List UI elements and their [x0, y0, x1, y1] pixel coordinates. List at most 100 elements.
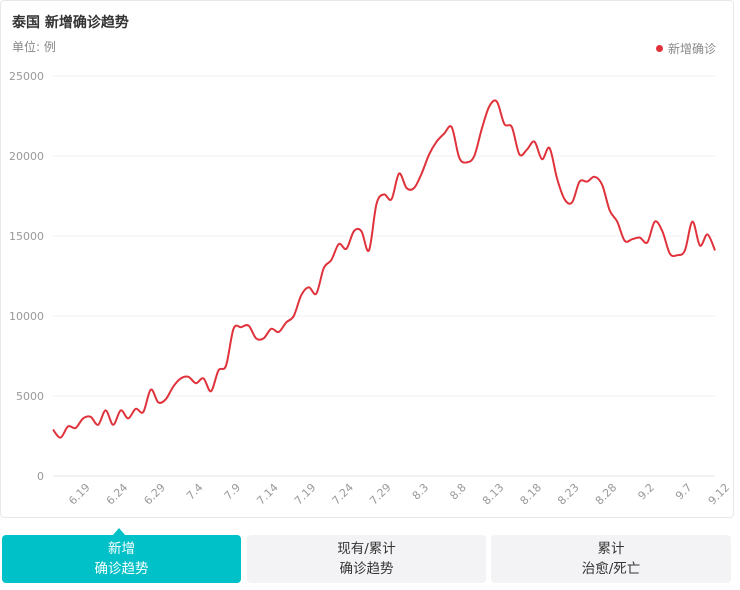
- x-tick-label: 7.4: [184, 481, 206, 503]
- data-point[interactable]: [238, 324, 244, 330]
- data-point[interactable]: [479, 126, 485, 132]
- data-point[interactable]: [697, 243, 703, 249]
- legend-label: 新增确诊: [667, 42, 716, 56]
- data-point[interactable]: [509, 124, 515, 130]
- series-line-new-confirmed[interactable]: [52, 99, 716, 439]
- data-point[interactable]: [667, 251, 673, 257]
- data-point[interactable]: [682, 247, 688, 253]
- data-point[interactable]: [170, 383, 176, 389]
- data-point[interactable]: [539, 156, 545, 162]
- data-point[interactable]: [148, 387, 154, 393]
- data-point[interactable]: [629, 236, 635, 242]
- data-point[interactable]: [569, 199, 575, 205]
- data-point[interactable]: [185, 374, 191, 380]
- data-point[interactable]: [471, 153, 477, 159]
- data-point[interactable]: [524, 147, 530, 153]
- data-point[interactable]: [434, 139, 440, 145]
- data-point[interactable]: [562, 196, 568, 202]
- data-point[interactable]: [216, 367, 222, 373]
- data-point[interactable]: [584, 179, 590, 185]
- data-point[interactable]: [674, 252, 680, 258]
- data-point[interactable]: [456, 155, 462, 161]
- data-point[interactable]: [118, 407, 124, 413]
- data-point[interactable]: [276, 329, 282, 335]
- data-point[interactable]: [268, 326, 274, 332]
- data-point[interactable]: [133, 406, 139, 412]
- data-point[interactable]: [65, 423, 71, 429]
- data-point[interactable]: [321, 265, 327, 271]
- data-point[interactable]: [592, 174, 598, 180]
- data-point[interactable]: [50, 427, 56, 433]
- data-point[interactable]: [494, 99, 500, 105]
- data-point[interactable]: [644, 239, 650, 245]
- data-point[interactable]: [366, 247, 372, 253]
- data-point[interactable]: [464, 159, 470, 165]
- data-point[interactable]: [73, 425, 79, 431]
- chart-card: 泰国 新增确诊趋势 单位: 例 新增确诊 0 5000 10000 15000 2000…: [0, 0, 734, 518]
- data-point[interactable]: [58, 435, 64, 441]
- data-point[interactable]: [343, 246, 349, 252]
- data-point[interactable]: [178, 375, 184, 381]
- data-point[interactable]: [336, 241, 342, 247]
- data-point[interactable]: [231, 326, 237, 332]
- data-point[interactable]: [351, 228, 357, 234]
- data-point[interactable]: [298, 292, 304, 298]
- data-point[interactable]: [441, 131, 447, 137]
- data-point[interactable]: [396, 171, 402, 177]
- data-point[interactable]: [328, 257, 334, 263]
- data-point[interactable]: [652, 219, 658, 225]
- data-point[interactable]: [419, 171, 425, 177]
- data-point[interactable]: [283, 319, 289, 325]
- data-point[interactable]: [246, 323, 252, 329]
- data-point[interactable]: [577, 179, 583, 185]
- data-point[interactable]: [426, 151, 432, 157]
- data-point[interactable]: [103, 407, 109, 413]
- data-point[interactable]: [261, 335, 267, 341]
- data-point[interactable]: [88, 414, 94, 420]
- tab-new-confirmed-trend[interactable]: 新增 确诊趋势: [2, 535, 241, 583]
- data-point[interactable]: [193, 380, 199, 386]
- data-point[interactable]: [110, 422, 116, 428]
- data-point[interactable]: [200, 375, 206, 381]
- data-point[interactable]: [404, 185, 410, 191]
- tab-bar: 新增 确诊趋势 现有/累计 确诊趋势 累计 治愈/死亡: [0, 535, 734, 585]
- data-point[interactable]: [554, 175, 560, 181]
- data-point[interactable]: [155, 399, 161, 405]
- data-point[interactable]: [689, 219, 695, 225]
- data-point[interactable]: [358, 228, 364, 234]
- data-point[interactable]: [704, 231, 710, 237]
- data-point[interactable]: [501, 121, 507, 127]
- tab-label-line1: 累计: [597, 541, 625, 557]
- x-tick-label: 9.12: [706, 481, 733, 508]
- data-point[interactable]: [622, 238, 628, 244]
- data-point[interactable]: [381, 191, 387, 197]
- data-point[interactable]: [291, 313, 297, 319]
- data-point[interactable]: [547, 145, 553, 151]
- data-point[interactable]: [637, 235, 643, 241]
- data-point[interactable]: [659, 228, 665, 234]
- data-point[interactable]: [125, 415, 131, 421]
- data-point[interactable]: [223, 363, 229, 369]
- data-point[interactable]: [712, 247, 718, 253]
- tab-cumulative-recovered-deaths[interactable]: 累计 治愈/死亡: [491, 535, 731, 583]
- legend[interactable]: 新增确诊: [655, 40, 716, 57]
- data-point[interactable]: [607, 207, 613, 213]
- data-point[interactable]: [80, 415, 86, 421]
- data-point[interactable]: [531, 139, 537, 145]
- data-point[interactable]: [163, 396, 169, 402]
- data-point[interactable]: [253, 335, 259, 341]
- data-point[interactable]: [599, 182, 605, 188]
- data-point[interactable]: [95, 422, 101, 428]
- data-point[interactable]: [449, 124, 455, 130]
- data-point[interactable]: [306, 284, 312, 290]
- data-point[interactable]: [389, 196, 395, 202]
- data-point[interactable]: [208, 388, 214, 394]
- data-point[interactable]: [486, 103, 492, 109]
- data-point[interactable]: [313, 291, 319, 297]
- data-point[interactable]: [140, 409, 146, 415]
- tab-current-cumulative-trend[interactable]: 现有/累计 确诊趋势: [247, 535, 486, 583]
- data-point[interactable]: [516, 151, 522, 157]
- data-point[interactable]: [411, 185, 417, 191]
- data-point[interactable]: [614, 219, 620, 225]
- data-point[interactable]: [373, 201, 379, 207]
